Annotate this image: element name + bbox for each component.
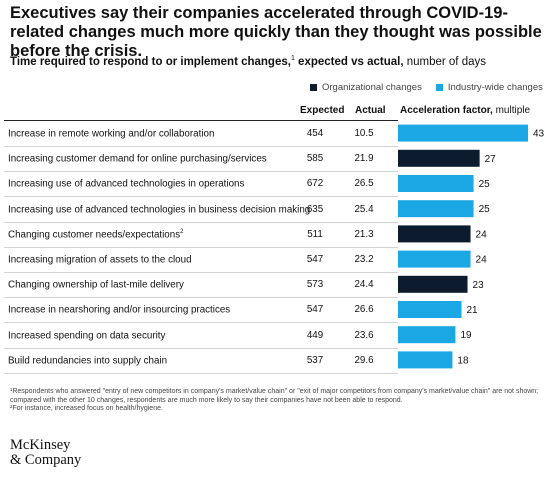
- subtitle-unit: number of days: [403, 55, 486, 68]
- bar-value-label: 27: [485, 154, 497, 165]
- footnote-1: ¹Respondents who answered "entry of new …: [10, 388, 539, 404]
- row-label: Increased spending on data security: [8, 330, 304, 341]
- chart-title: Executives say their companies accelerat…: [10, 4, 542, 60]
- row-label: Changing ownership of last-mile delivery: [8, 279, 304, 290]
- footnotes: ¹Respondents who answered "entry of new …: [10, 388, 550, 414]
- legend-label-industry: Industry-wide changes: [447, 82, 543, 93]
- expected-value: 573: [306, 279, 324, 291]
- subtitle-footnote-ref: 1: [290, 55, 295, 62]
- chart-subtitle: Time required to respond to or implement…: [10, 55, 555, 68]
- expected-value: 547: [306, 254, 324, 265]
- row-label-text: Increase in nearshoring and/or insourcin…: [8, 304, 231, 316]
- actual-value: 29.6: [354, 354, 374, 366]
- table-row: Increasing use of advanced technologies …: [4, 197, 398, 223]
- row-label-text: Increasing customer demand for online pu…: [8, 153, 267, 165]
- bar-value-label: 25: [479, 204, 491, 215]
- bar-industry: [398, 124, 528, 142]
- expected-value: 672: [306, 178, 324, 190]
- expected-value: 537: [306, 354, 324, 366]
- bar-value-label: 21: [466, 305, 478, 316]
- row-label-text: Increased spending on data security: [8, 329, 166, 341]
- table-row: Increased spending on data security 449 23…: [4, 323, 398, 349]
- bar-industry: [398, 200, 474, 218]
- expected-value: 547: [306, 304, 324, 316]
- expected-value: 585: [306, 153, 324, 165]
- row-label: Build redundancies into supply chain: [8, 355, 304, 366]
- actual-value: 26.5: [354, 178, 374, 190]
- bar-value-label: 24: [476, 255, 488, 266]
- bar-value-label: 23: [473, 280, 485, 291]
- bar-value-label: 25: [479, 179, 491, 190]
- row-label-text: Build redundancies into supply chain: [8, 355, 168, 367]
- row-label-text: Increasing use of advanced technologies …: [8, 178, 245, 190]
- row-label: Increasing use of advanced technologies …: [8, 204, 310, 215]
- actual-value: 25.4: [354, 203, 374, 215]
- bar-organizational: [398, 275, 468, 293]
- bar-value-label: 43: [533, 129, 545, 140]
- legend-item-organizational: Organizational changes: [310, 82, 422, 93]
- row-label-text: Increase in remote working and/or collab…: [8, 128, 215, 140]
- bar-industry: [398, 351, 453, 369]
- bar-industry: [398, 301, 462, 318]
- actual-value: 24.4: [354, 279, 374, 291]
- expected-value: 511: [307, 228, 323, 240]
- column-header-factor-label: Acceleration factor,: [400, 105, 493, 116]
- row-label-footnote-ref: 2: [180, 228, 184, 235]
- row-label: Increasing customer demand for online pu…: [8, 153, 304, 164]
- column-header-actual: Actual: [355, 105, 386, 116]
- row-label: Increase in remote working and/or collab…: [8, 128, 304, 139]
- logo-line-2: & Company: [10, 452, 82, 468]
- row-label-text: Increasing use of advanced technologies …: [8, 203, 311, 215]
- row-label: Increasing use of advanced technologies …: [8, 178, 304, 190]
- row-label-text: Increasing migration of assets to the cl…: [8, 254, 192, 266]
- row-label: Increase in nearshoring and/or insourcin…: [8, 304, 304, 316]
- expected-value: 454: [306, 128, 324, 139]
- bar-value-label: 19: [460, 330, 472, 341]
- row-label-text: Changing ownership of last-mile delivery: [8, 279, 184, 291]
- mckinsey-logo: McKinsey & Company: [10, 438, 81, 468]
- subtitle-mid: expected vs actual,: [294, 55, 404, 68]
- row-label-text: Changing customer needs/expectations: [8, 229, 181, 241]
- table-row: Changing customer needs/expectations2 511…: [4, 222, 398, 248]
- bar-industry: [398, 326, 456, 344]
- subtitle-main: Time required to respond to or implement…: [10, 55, 291, 68]
- bar-industry: [398, 175, 474, 192]
- expected-value: 635: [306, 203, 324, 215]
- table-row: Increasing use of advanced technologies …: [4, 171, 398, 198]
- table-row: Increase in remote working and/or collab…: [4, 121, 398, 147]
- actual-value: 21.9: [354, 153, 374, 165]
- row-label: Increasing migration of assets to the cl…: [8, 254, 304, 265]
- expected-value: 449: [306, 329, 324, 341]
- table-row: Changing ownership of last-mile delivery…: [4, 272, 398, 299]
- actual-value: 23.6: [354, 329, 374, 341]
- bar-organizational: [398, 149, 480, 167]
- table-row: Increasing customer demand for online pu…: [4, 146, 398, 173]
- bar-value-label: 18: [457, 355, 469, 366]
- bar-industry: [398, 250, 471, 268]
- bar-value-label: 24: [476, 229, 488, 240]
- table-row: Build redundancies into supply chain 537 2…: [4, 348, 398, 374]
- column-header-factor: Acceleration factor, multiple: [400, 105, 530, 116]
- legend-swatch-industry: [435, 84, 443, 91]
- column-header-factor-unit: multiple: [492, 105, 531, 116]
- bar-chart: 43 27 25 25 24 24 23 21 19 18: [398, 124, 545, 369]
- logo-line-1: McKinsey: [10, 437, 71, 453]
- actual-value: 26.6: [354, 304, 374, 316]
- footnote-2: ²For instance, increased focus on health…: [10, 405, 163, 412]
- legend: Organizational changes Industry-wide cha…: [310, 82, 556, 93]
- legend-item-industry: Industry-wide changes: [435, 82, 543, 93]
- legend-swatch-organizational: [310, 84, 317, 91]
- legend-label-organizational: Organizational changes: [322, 82, 422, 93]
- row-label: Changing customer needs/expectations2: [8, 229, 304, 240]
- table-row: Increasing migration of assets to the cl…: [4, 247, 398, 273]
- table-row: Increase in nearshoring and/or insourcin…: [4, 297, 398, 324]
- header-rule: [4, 120, 398, 121]
- column-header-expected: Expected: [300, 105, 345, 116]
- actual-value: 10.5: [354, 128, 374, 139]
- bar-organizational: [398, 225, 471, 243]
- actual-value: 21.3: [354, 228, 374, 240]
- actual-value: 23.2: [354, 254, 374, 265]
